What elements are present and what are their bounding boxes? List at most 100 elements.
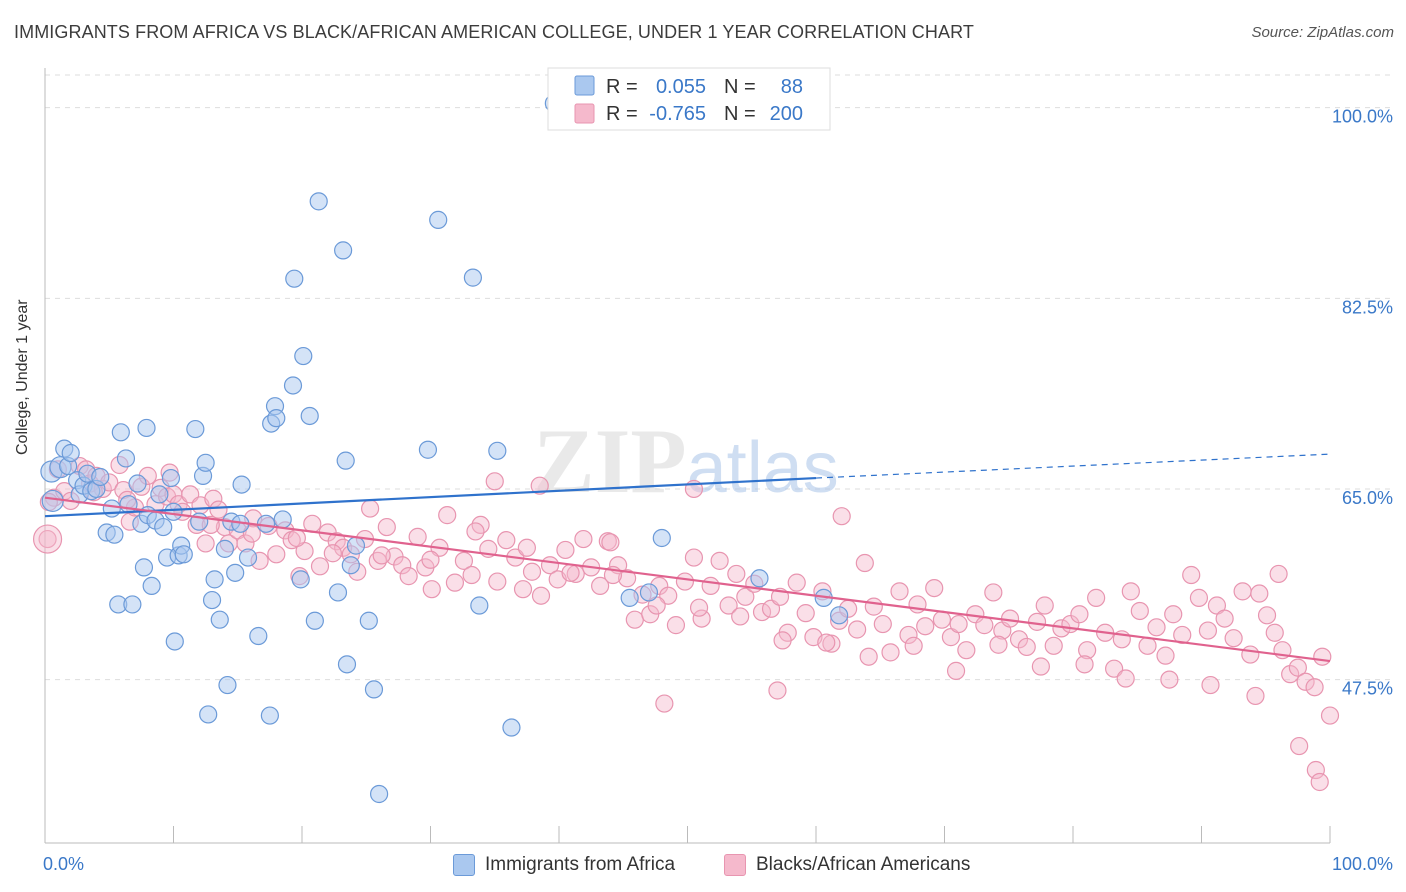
pink-point (1130, 601, 1149, 621)
pink-point (1027, 612, 1047, 631)
pink-point (1182, 565, 1201, 585)
x-tick-label: 0.0% (43, 854, 84, 874)
pink-point (462, 565, 481, 585)
pink-point (513, 580, 533, 599)
pink-point (242, 524, 261, 543)
blue-series-points (40, 94, 849, 804)
pink-point (1156, 646, 1175, 665)
pink-point (689, 598, 709, 617)
blue-point (164, 502, 183, 521)
blue-point (174, 545, 193, 564)
pink-point (1075, 655, 1094, 674)
pink-point (1265, 623, 1284, 642)
legend-item-black[interactable]: Blacks/African Americans (724, 852, 970, 878)
pink-point (574, 529, 593, 549)
blue-point (418, 440, 438, 459)
blue-point (202, 590, 222, 610)
blue-point (429, 210, 448, 229)
blue-point (463, 268, 483, 287)
blue-point (199, 705, 218, 724)
blue-point (470, 596, 489, 615)
blue-point (105, 525, 124, 544)
pink-point (530, 476, 549, 495)
pink-point (655, 694, 674, 713)
tick-labels: 100.0% 82.5% 65.0% 47.5% 0.0% 100.0% (43, 107, 1393, 874)
blue-point (336, 451, 355, 470)
pink-point (817, 633, 836, 652)
pink-point (372, 546, 391, 565)
pink-point (731, 607, 750, 626)
blue-point (488, 441, 507, 460)
x-tick-label: 100.0% (1332, 854, 1393, 874)
blue-point (256, 514, 276, 533)
legend-label-black: Blacks/African Americans (756, 854, 971, 875)
blue-point (210, 610, 229, 629)
pink-point (1233, 582, 1252, 601)
pink-point (1035, 596, 1054, 615)
legend-n-label-2: N = (724, 103, 756, 125)
pink-point (625, 610, 644, 629)
pink-point (864, 597, 883, 616)
blue-point (652, 528, 671, 548)
blue-point (285, 269, 304, 288)
pink-point (323, 544, 342, 563)
legend-item-africa[interactable]: Immigrants from Africa (453, 852, 675, 878)
pink-point (1070, 605, 1089, 624)
blue-point (267, 409, 286, 428)
pink-point (497, 531, 516, 550)
pink-point (1017, 637, 1036, 657)
pink-point (932, 610, 952, 629)
watermark-light: atlas (687, 428, 839, 508)
pink-point (899, 625, 918, 645)
pink-point (1201, 675, 1220, 695)
pink-point (1320, 706, 1340, 725)
blue-point (186, 419, 205, 439)
blue-point (150, 485, 169, 504)
pink-point (591, 576, 610, 596)
blue-point (639, 583, 659, 602)
pink-point (1078, 641, 1097, 660)
blue-point (61, 443, 80, 463)
pink-point (454, 551, 474, 570)
pink-point (1269, 564, 1288, 584)
pink-point (399, 567, 418, 586)
pink-point (1105, 659, 1124, 678)
pink-point (488, 572, 507, 591)
pink-point (957, 641, 976, 660)
pink-point (1310, 772, 1329, 792)
pink-point (855, 553, 874, 573)
pink-point (517, 538, 536, 557)
y-tick-label: 65.0% (1342, 488, 1393, 508)
pink-point (408, 527, 427, 546)
pink-point (675, 572, 695, 591)
blue-point (620, 588, 639, 607)
legend-r-label-2: R = (606, 103, 638, 125)
blue-point (364, 680, 384, 699)
blue-point (337, 655, 357, 674)
pink-point (659, 586, 678, 605)
trend-line-pink (44, 496, 1331, 663)
legend-r-value-1: 0.055 (656, 76, 706, 98)
trend-line-blue-dashed (815, 453, 1331, 479)
chart-title: IMMIGRANTS FROM AFRICA VS BLACK/AFRICAN … (14, 22, 974, 42)
trend-lines (44, 453, 1331, 663)
pink-point (975, 616, 994, 635)
pink-point (949, 614, 968, 634)
pink-point (522, 562, 542, 581)
pink-point (1164, 605, 1183, 624)
pink-point (710, 551, 729, 570)
pink-point (859, 647, 878, 666)
source-label: Source: ZipAtlas.com (1251, 24, 1394, 41)
pink-point (727, 564, 746, 584)
y-tick-label: 82.5% (1342, 297, 1393, 317)
pink-point (485, 472, 504, 491)
pink-point (701, 576, 720, 596)
blue-point (205, 570, 224, 589)
blue-point (502, 718, 521, 737)
blue-point (142, 576, 161, 596)
pink-point (421, 550, 440, 569)
pink-point (1296, 672, 1315, 691)
pink-point (1246, 686, 1265, 706)
y-tick-label: 100.0% (1332, 107, 1393, 127)
